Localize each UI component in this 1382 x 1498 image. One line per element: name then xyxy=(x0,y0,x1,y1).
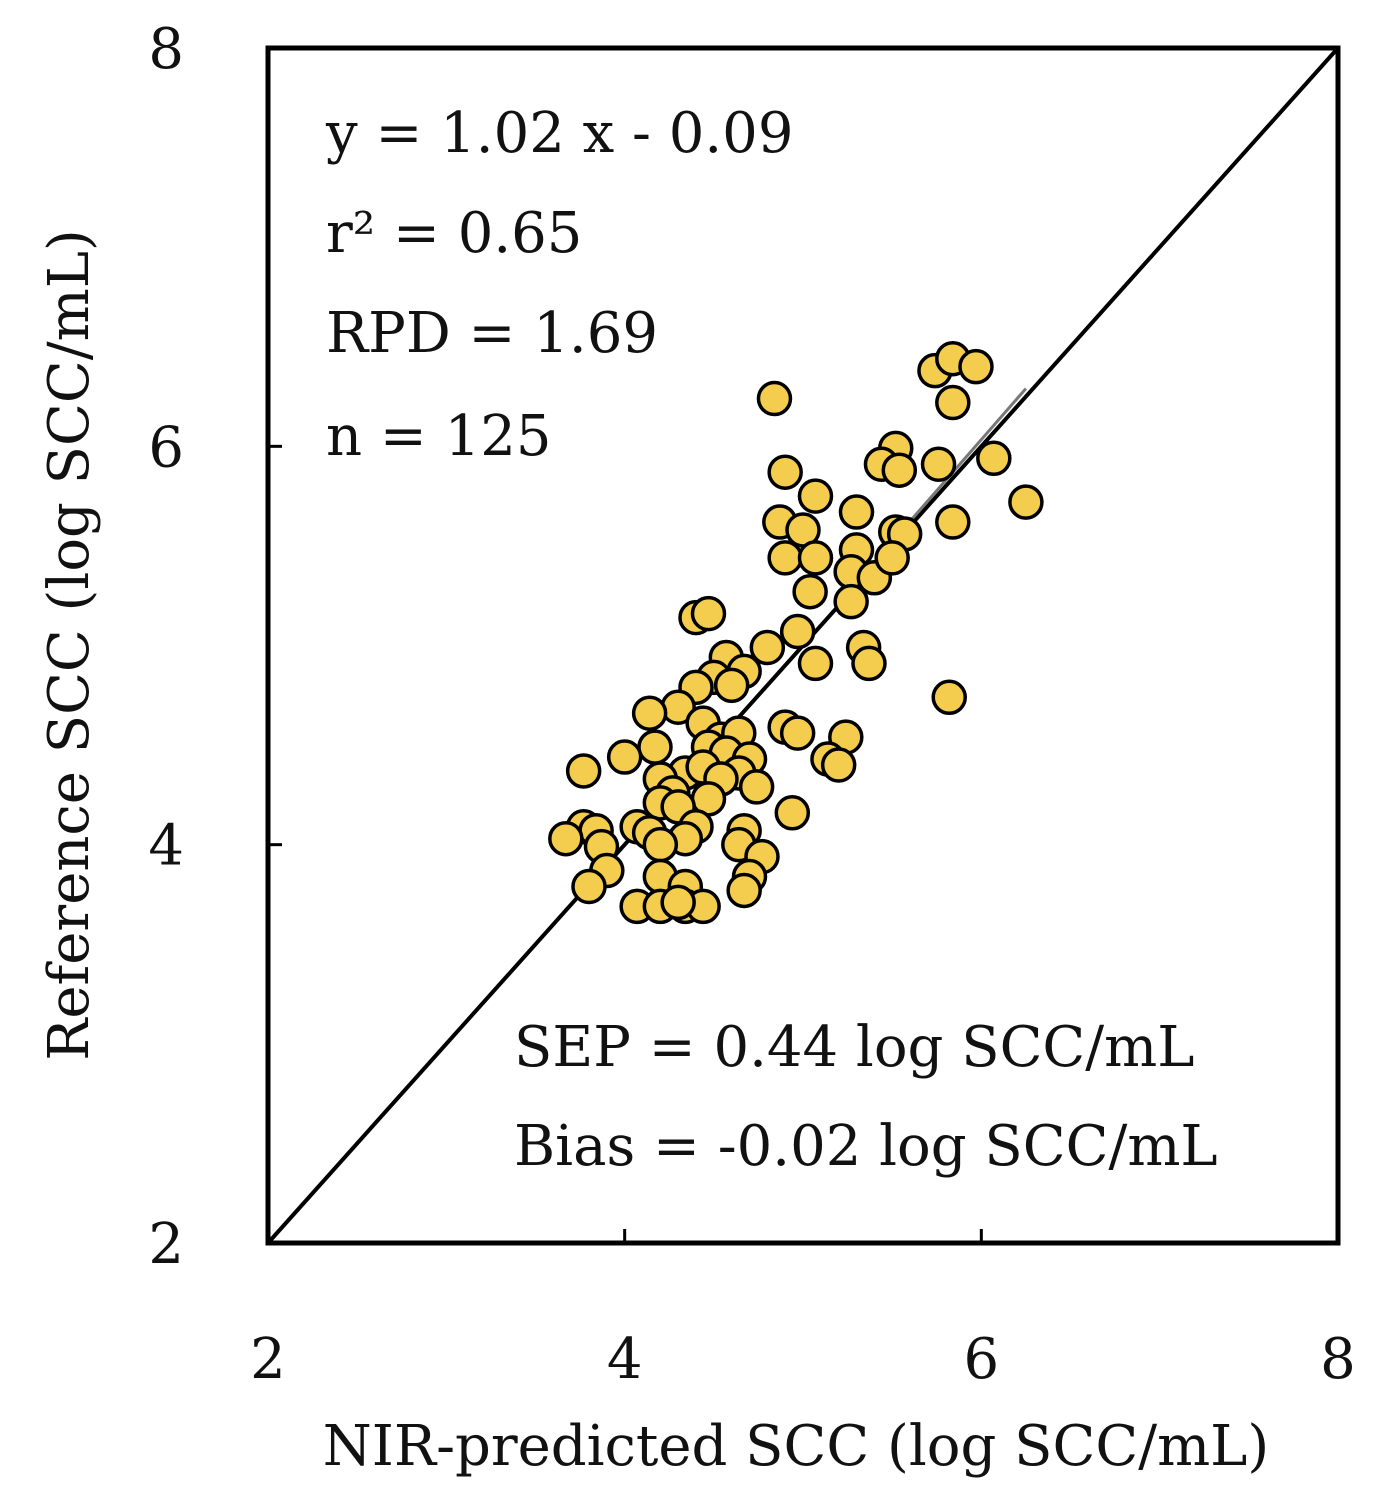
data-point xyxy=(851,645,887,682)
x-tick-label: 4 xyxy=(607,1327,643,1392)
data-point xyxy=(935,384,971,421)
rpd-annotation: RPD = 1.69 xyxy=(326,301,658,366)
data-point xyxy=(767,540,803,576)
sep-annotation: SEP = 0.44 log SCC/mL xyxy=(514,1015,1194,1080)
n-annotation: n = 125 xyxy=(326,404,551,469)
data-point xyxy=(631,695,668,731)
data-point xyxy=(935,504,971,540)
data-point xyxy=(774,795,811,831)
data-point xyxy=(779,613,816,650)
data-point xyxy=(820,747,857,783)
data-point xyxy=(1008,484,1044,520)
data-point xyxy=(548,820,584,857)
y-tick-label: 8 xyxy=(148,17,184,82)
data-point xyxy=(833,583,869,620)
data-point xyxy=(571,868,607,905)
data-point xyxy=(738,769,775,805)
y-axis-title: Reference SCC (log SCC/mL) xyxy=(37,229,102,1061)
x-axis-title: NIR-predicted SCC (log SCC/mL) xyxy=(323,1414,1269,1479)
data-point xyxy=(779,715,816,751)
data-point xyxy=(881,452,918,488)
data-point xyxy=(726,872,762,909)
bias-annotation: Bias = -0.02 log SCC/mL xyxy=(514,1114,1218,1179)
data-point xyxy=(958,348,994,385)
data-point xyxy=(874,540,910,576)
data-point xyxy=(976,440,1012,477)
x-tick-label: 8 xyxy=(1320,1327,1356,1392)
points-layer xyxy=(548,340,1044,925)
data-point xyxy=(767,454,803,490)
equation-annotation: y = 1.02 x - 0.09 xyxy=(325,101,793,166)
y-tick-label: 4 xyxy=(148,814,184,879)
data-point xyxy=(637,729,673,765)
data-point xyxy=(838,494,875,530)
plot-frame xyxy=(265,45,1341,1246)
ticks-layer: 2 4 6 8 2 4 6 8 xyxy=(148,17,1355,1392)
data-point xyxy=(920,446,957,483)
data-point xyxy=(797,478,834,514)
data-point xyxy=(690,595,727,632)
r2-annotation: r² = 0.65 xyxy=(326,201,582,266)
data-point xyxy=(642,826,679,863)
data-point xyxy=(749,629,786,666)
x-tick-label: 2 xyxy=(250,1327,286,1392)
data-point xyxy=(660,884,696,921)
x-tick-label: 6 xyxy=(964,1327,1000,1392)
data-point xyxy=(756,380,793,417)
y-tick-label: 2 xyxy=(148,1212,184,1277)
data-point xyxy=(606,739,643,775)
data-point xyxy=(565,753,602,789)
data-point xyxy=(931,679,967,716)
data-point xyxy=(713,667,750,704)
data-point xyxy=(797,540,834,576)
y-tick-label: 6 xyxy=(148,415,184,480)
data-point xyxy=(797,645,834,682)
data-point xyxy=(792,573,828,610)
